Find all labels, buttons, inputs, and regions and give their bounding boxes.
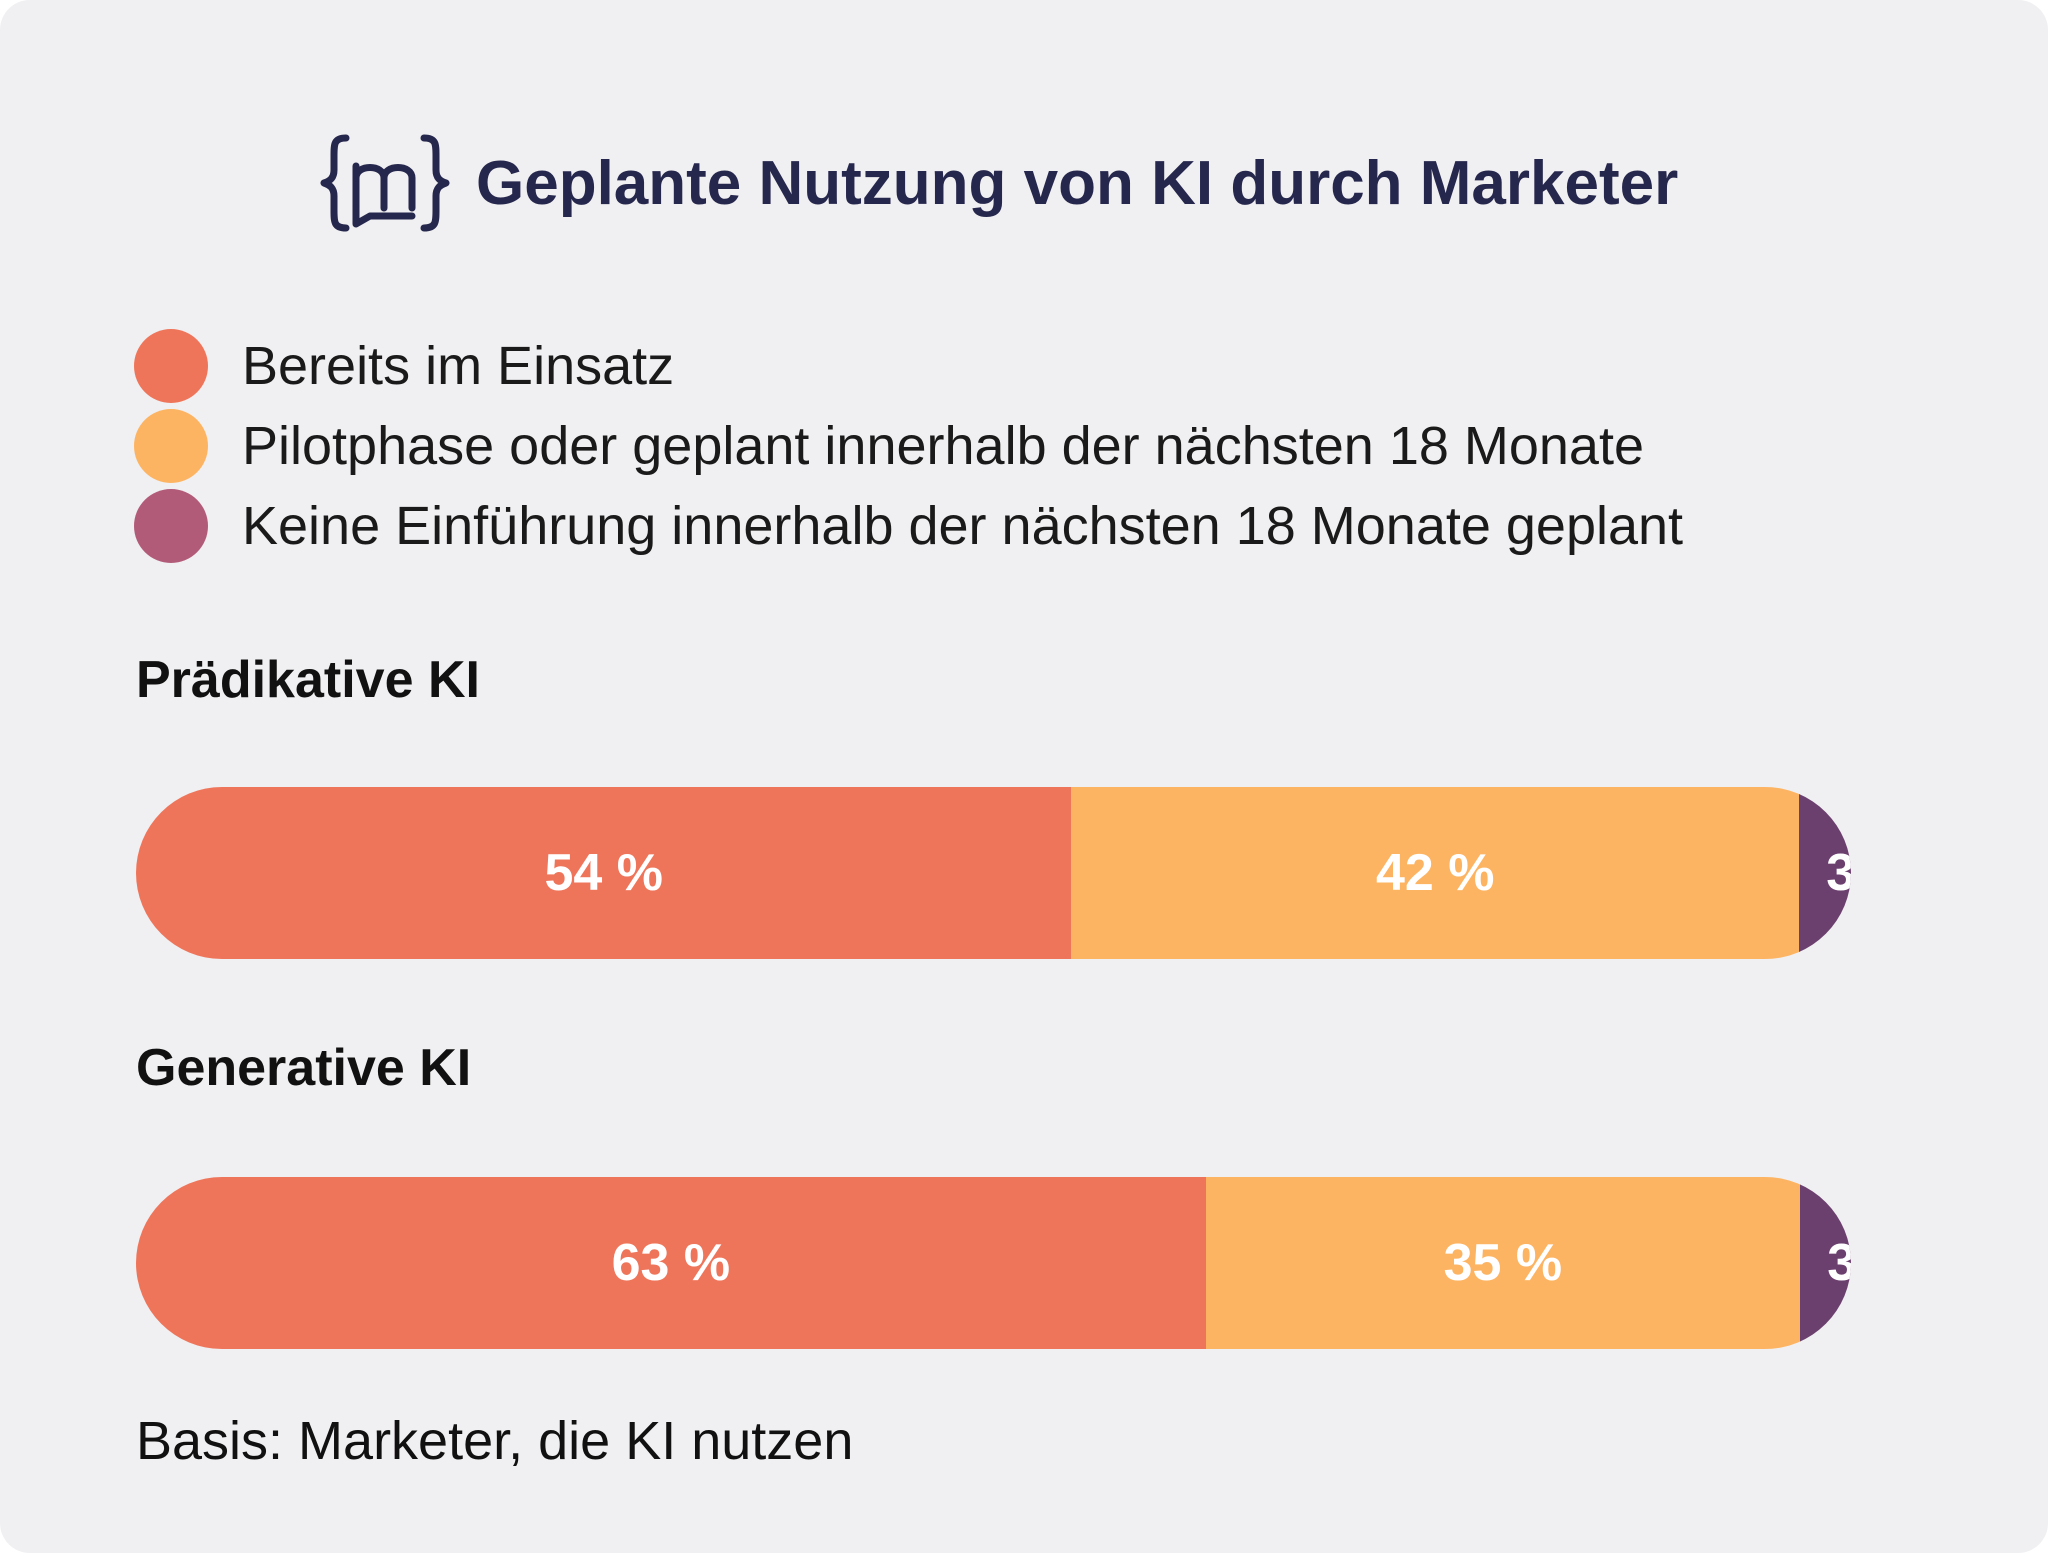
legend-label-none: Keine Einführung innerhalb der nächsten … <box>242 496 1684 556</box>
stacked-bar-generative: 63 % 35 % 3 % <box>136 1177 1851 1349</box>
bar-segment-pilot <box>1071 787 1801 959</box>
chart-title: Geplante Nutzung von KI durch Marketer <box>476 148 1679 218</box>
data-label-in-use: 63 % <box>611 1234 731 1292</box>
data-label-pilot: 35 % <box>1443 1234 1563 1292</box>
bar-segment-none <box>1799 787 1851 959</box>
data-label-none: 3 % <box>1827 1234 1851 1292</box>
data-label-in-use: 54 % <box>544 844 663 902</box>
legend-swatch-in-use <box>134 329 208 403</box>
legend-label-pilot: Pilotphase oder geplant innerhalb der nä… <box>242 416 1644 476</box>
chart-header: Geplante Nutzung von KI durch Marketer <box>320 128 1678 238</box>
legend-swatch-none <box>134 489 208 563</box>
legend-swatch-pilot <box>134 409 208 483</box>
m-speech-bracket-logo-icon <box>320 134 450 232</box>
category-label-predictive: Prädikative KI <box>136 651 480 709</box>
legend-item-pilot: Pilotphase oder geplant innerhalb der nä… <box>134 406 1683 486</box>
bar-segment-in-use <box>136 787 1073 959</box>
legend-item-in-use: Bereits im Einsatz <box>134 326 1683 406</box>
data-label-none: 3 % <box>1826 844 1851 902</box>
stacked-bar-predictive: 54 % 42 % 3 % <box>136 787 1851 959</box>
legend: Bereits im Einsatz Pilotphase oder gepla… <box>134 326 1683 566</box>
data-label-pilot: 42 % <box>1375 844 1495 902</box>
legend-item-none: Keine Einführung innerhalb der nächsten … <box>134 486 1683 566</box>
bar-segment-in-use <box>136 1177 1207 1349</box>
bar-segment-pilot <box>1205 1177 1802 1349</box>
category-label-generative: Generative KI <box>136 1039 472 1097</box>
footnote: Basis: Marketer, die KI nutzen <box>136 1411 854 1471</box>
bar-segment-none <box>1800 1177 1851 1349</box>
legend-label-in-use: Bereits im Einsatz <box>242 336 675 396</box>
